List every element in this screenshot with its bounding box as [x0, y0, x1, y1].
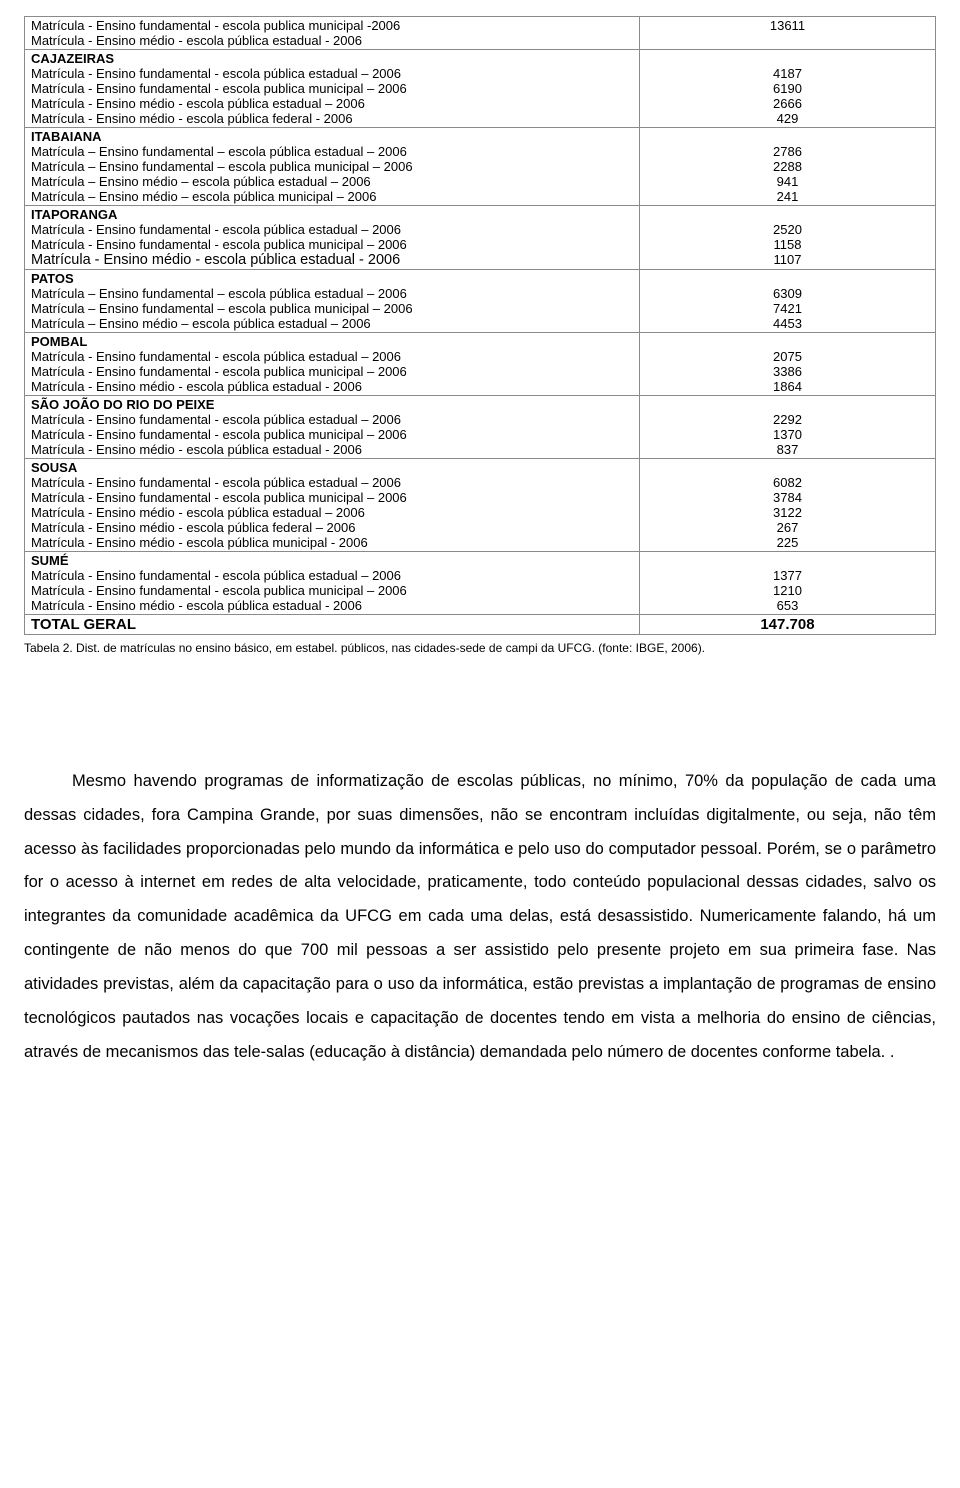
city-title: ITAPORANGA	[31, 207, 633, 222]
label-text: Matrícula – Ensino médio – escola públic…	[31, 316, 633, 331]
label-text: Matrícula – Ensino fundamental – escola …	[31, 144, 633, 159]
body-paragraph: Mesmo havendo programas de informatizaçã…	[24, 765, 936, 1069]
label-text: Matrícula - Ensino médio - escola públic…	[31, 111, 633, 126]
value-text: 1370	[646, 427, 929, 442]
city-title: POMBAL	[31, 334, 633, 349]
city-block: POMBAL Matrícula - Ensino fundamental - …	[25, 333, 640, 396]
city-block: SUMÉ Matrícula - Ensino fundamental - es…	[25, 552, 640, 615]
label-text: Matrícula – Ensino fundamental – escola …	[31, 301, 633, 316]
label-text: Matrícula - Ensino médio - escola públic…	[31, 520, 633, 535]
label-text: Matrícula - Ensino fundamental - escola …	[31, 475, 633, 490]
label-text: Matrícula - Ensino fundamental - escola …	[31, 81, 633, 96]
label-text: Matrícula – Ensino fundamental – escola …	[31, 159, 633, 174]
label-text: Matrícula - Ensino fundamental - escola …	[31, 349, 633, 364]
value-text: 3386	[646, 364, 929, 379]
city-values: 2075 3386 1864	[639, 333, 935, 396]
label-text: Matrícula - Ensino fundamental - escola …	[31, 237, 633, 252]
city-block: PATOS Matrícula – Ensino fundamental – e…	[25, 270, 640, 333]
value-text: 1377	[646, 568, 929, 583]
value-text: 6082	[646, 475, 929, 490]
value-text: 837	[646, 442, 929, 457]
city-block: SOUSA Matrícula - Ensino fundamental - e…	[25, 459, 640, 552]
city-values: 2520 1158 1107	[639, 206, 935, 270]
label-text: Matrícula - Ensino médio - escola públic…	[31, 96, 633, 111]
city-block: CAJAZEIRAS Matrícula - Ensino fundamenta…	[25, 50, 640, 128]
city-values: 6309 7421 4453	[639, 270, 935, 333]
label-text: Matrícula - Ensino médio - escola públic…	[31, 33, 633, 48]
value-text: 6309	[646, 286, 929, 301]
city-title: SUMÉ	[31, 553, 633, 568]
label-text: Matrícula – Ensino fundamental – escola …	[31, 286, 633, 301]
value-text: 2288	[646, 159, 929, 174]
value-text: 4187	[646, 66, 929, 81]
label-text: Matrícula - Ensino fundamental - escola …	[31, 66, 633, 81]
city-title: PATOS	[31, 271, 633, 286]
label-text: Matrícula - Ensino médio - escola públic…	[31, 442, 633, 457]
table-caption: Tabela 2. Dist. de matrículas no ensino …	[24, 641, 936, 655]
value-text: 13611	[646, 18, 929, 33]
label-text: Matrícula - Ensino médio - escola públic…	[31, 535, 633, 550]
row-value: 13611	[639, 17, 935, 50]
value-text: 241	[646, 189, 929, 204]
city-values: 4187 6190 2666 429	[639, 50, 935, 128]
city-block: ITAPORANGA Matrícula - Ensino fundamenta…	[25, 206, 640, 270]
label-text: Matrícula - Ensino fundamental - escola …	[31, 412, 633, 427]
value-text: 2292	[646, 412, 929, 427]
value-text: 3122	[646, 505, 929, 520]
value-text: 267	[646, 520, 929, 535]
label-text: Matrícula – Ensino médio – escola públic…	[31, 174, 633, 189]
enrollment-table: Matrícula - Ensino fundamental - escola …	[24, 16, 936, 635]
value-text: 2666	[646, 96, 929, 111]
city-block: ITABAIANA Matrícula – Ensino fundamental…	[25, 128, 640, 206]
row-label: Matrícula - Ensino fundamental - escola …	[25, 17, 640, 50]
value-text: 1864	[646, 379, 929, 394]
value-text: 1210	[646, 583, 929, 598]
value-text: 7421	[646, 301, 929, 316]
total-label: TOTAL GERAL	[25, 615, 640, 635]
label-text: Matrícula - Ensino fundamental - escola …	[31, 364, 633, 379]
total-value: 147.708	[639, 615, 935, 635]
label-text: Matrícula - Ensino médio - escola públic…	[31, 598, 633, 613]
label-text: Matrícula - Ensino médio - escola públic…	[31, 379, 633, 394]
city-values: 6082 3784 3122 267 225	[639, 459, 935, 552]
value-text: 2520	[646, 222, 929, 237]
city-block: SÃO JOÃO DO RIO DO PEIXE Matrícula - Ens…	[25, 396, 640, 459]
label-text: Matrícula - Ensino fundamental - escola …	[31, 583, 633, 598]
city-title: SÃO JOÃO DO RIO DO PEIXE	[31, 397, 633, 412]
label-text: Matrícula – Ensino médio – escola públic…	[31, 189, 633, 204]
label-text: Matrícula - Ensino médio - escola públic…	[31, 252, 633, 268]
value-text: 1107	[646, 252, 929, 267]
value-text: 429	[646, 111, 929, 126]
value-text: 653	[646, 598, 929, 613]
label-text: Matrícula - Ensino fundamental - escola …	[31, 427, 633, 442]
value-text: 1158	[646, 237, 929, 252]
value-text: 2075	[646, 349, 929, 364]
value-text: 6190	[646, 81, 929, 96]
label-text: Matrícula - Ensino fundamental - escola …	[31, 490, 633, 505]
label-text: Matrícula - Ensino fundamental - escola …	[31, 18, 633, 33]
value-text: 941	[646, 174, 929, 189]
label-text: Matrícula - Ensino fundamental - escola …	[31, 222, 633, 237]
value-text: 3784	[646, 490, 929, 505]
label-text: Matrícula - Ensino médio - escola públic…	[31, 505, 633, 520]
city-title: CAJAZEIRAS	[31, 51, 633, 66]
city-title: SOUSA	[31, 460, 633, 475]
city-values: 1377 1210 653	[639, 552, 935, 615]
label-text: Matrícula - Ensino fundamental - escola …	[31, 568, 633, 583]
city-values: 2786 2288 941 241	[639, 128, 935, 206]
value-text: 4453	[646, 316, 929, 331]
value-text: 2786	[646, 144, 929, 159]
city-values: 2292 1370 837	[639, 396, 935, 459]
value-text: 225	[646, 535, 929, 550]
city-title: ITABAIANA	[31, 129, 633, 144]
